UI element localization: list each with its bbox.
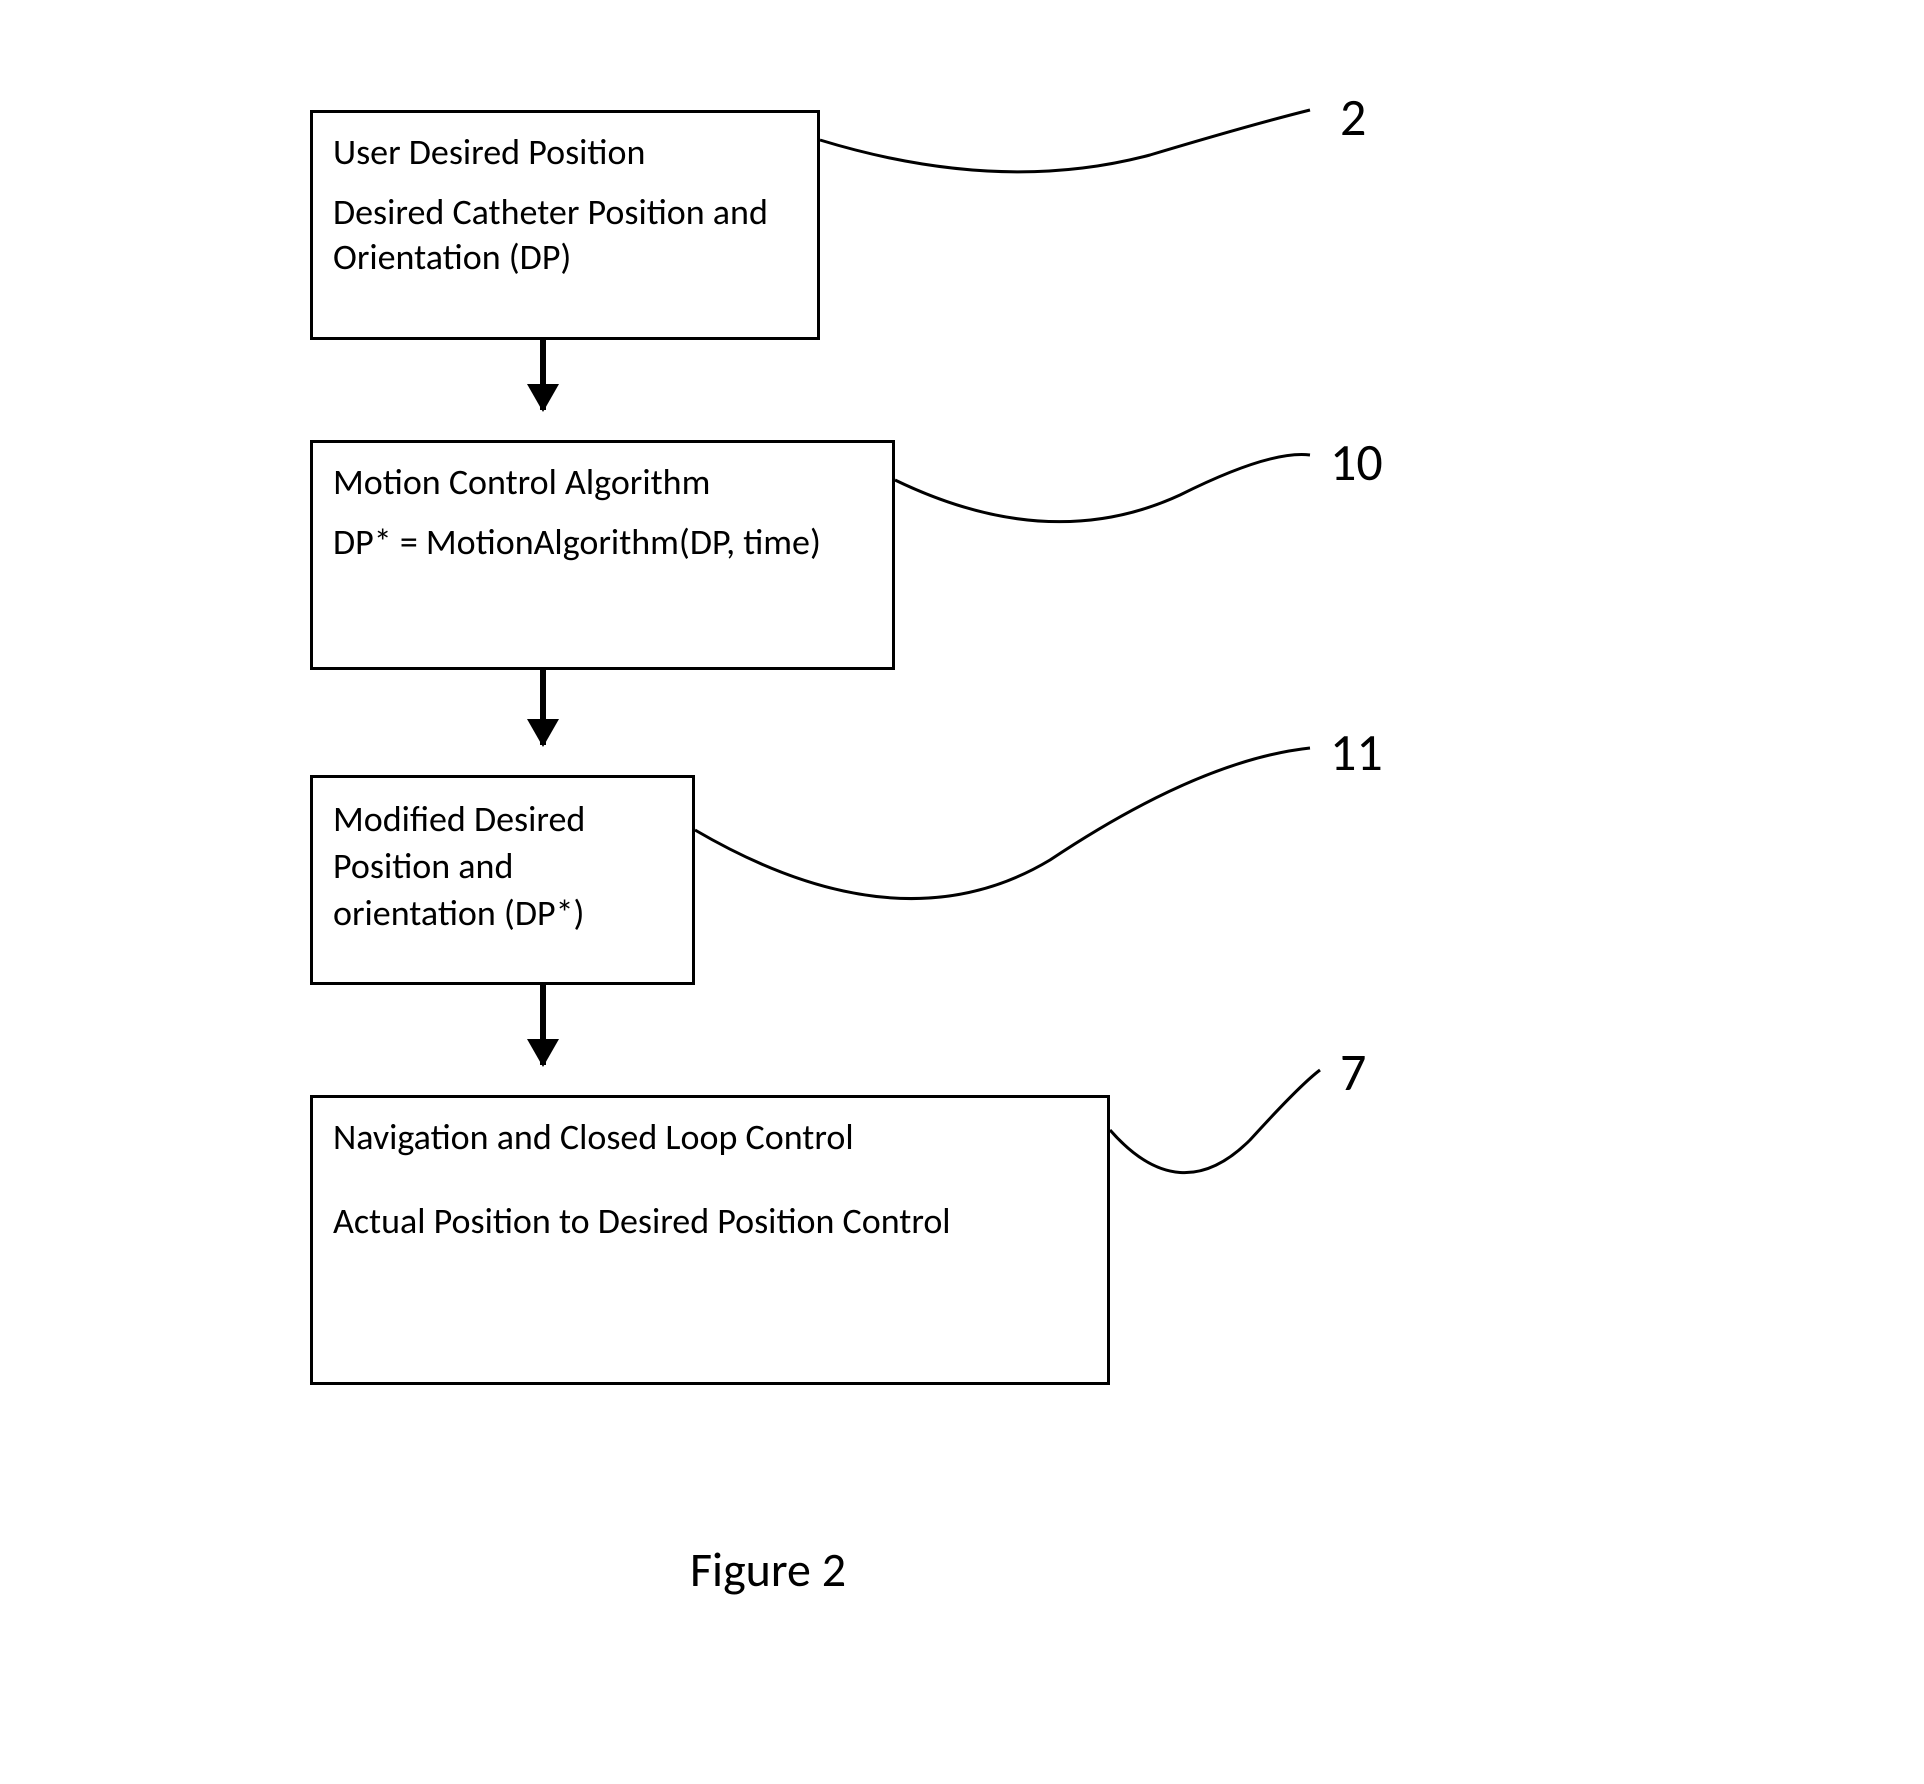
flow-arrow-3 — [540, 985, 546, 1065]
flow-arrow-2 — [540, 670, 546, 745]
flowchart-box-3: Modified Desired Position and orientatio… — [310, 775, 695, 985]
figure-caption: Figure 2 — [690, 1540, 846, 1599]
connector-1 — [820, 110, 1310, 172]
flowchart-box-4: Navigation and Closed Loop Control Actua… — [310, 1095, 1110, 1385]
reference-label-1: 2 — [1340, 85, 1366, 149]
box4-title: Navigation and Closed Loop Control — [333, 1116, 1087, 1159]
flowchart-box-2: Motion Control Algorithm DP* = MotionAlg… — [310, 440, 895, 670]
connector-2 — [895, 455, 1310, 522]
flow-arrow-1 — [540, 340, 546, 410]
box4-content: Actual Position to Desired Position Cont… — [333, 1199, 1087, 1244]
reference-label-4: 7 — [1340, 1040, 1366, 1104]
box2-title: Motion Control Algorithm — [333, 461, 872, 504]
connector-svg — [0, 0, 1924, 1784]
connector-4 — [1110, 1070, 1320, 1173]
box2-content: DP* = MotionAlgorithm(DP, time) — [333, 520, 872, 565]
box3-title: Modified Desired Position and orientatio… — [333, 796, 672, 936]
connector-3 — [695, 748, 1310, 899]
box1-title: User Desired Position — [333, 131, 797, 174]
reference-label-3: 11 — [1330, 720, 1383, 784]
reference-label-2: 10 — [1330, 430, 1383, 494]
box1-content: Desired Catheter Position and Orientatio… — [333, 190, 797, 280]
flowchart-box-1: User Desired Position Desired Catheter P… — [310, 110, 820, 340]
